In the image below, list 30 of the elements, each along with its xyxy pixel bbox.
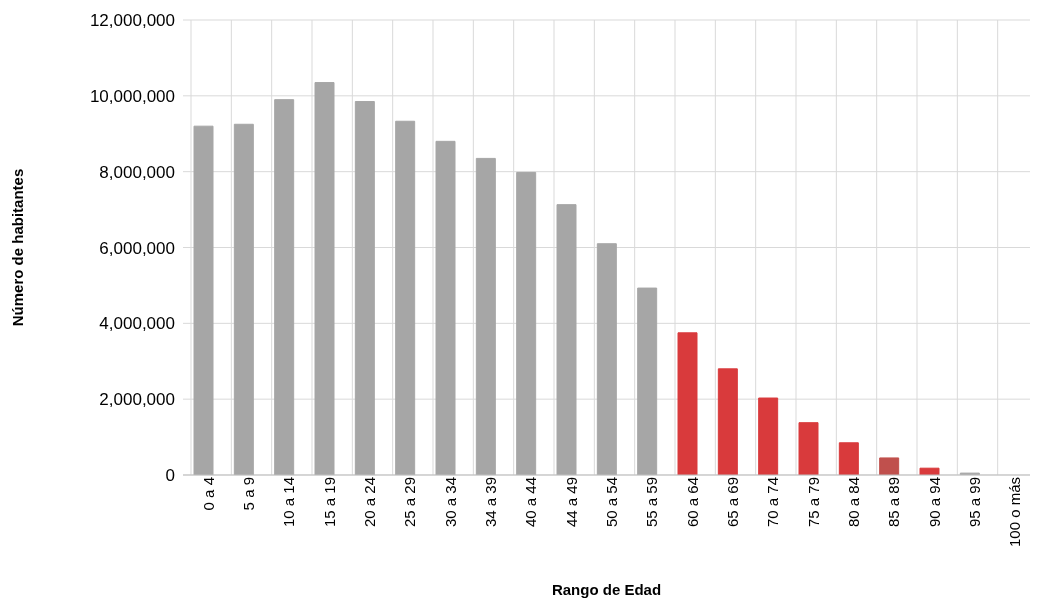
x-tick-label: 25 a 29 [401,477,419,528]
x-tick-label: 95 a 99 [966,477,984,528]
y-tick-label: 6,000,000 [99,238,175,258]
x-tick-label: 30 a 34 [441,477,459,528]
y-tick-label: 12,000,000 [89,11,175,31]
x-axis-title: Rango de Edad [551,581,662,598]
x-tick-label: 5 a 9 [240,477,258,511]
x-tick-label: 100 o más [1006,477,1024,548]
y-tick-label: 8,000,000 [99,162,175,182]
x-tick-label: 44 a 49 [562,477,580,528]
y-axis-title: Número de habitantes [9,168,27,327]
x-tick-label: 0 a 4 [199,477,217,511]
x-tick-label: 15 a 19 [320,477,338,528]
x-tick-label: 55 a 59 [643,477,661,528]
x-tick-label: 70 a 74 [764,477,782,528]
x-tick-label: 90 a 94 [925,477,943,528]
x-tick-label: 50 a 54 [603,477,621,528]
x-tick-label: 85 a 89 [885,477,903,528]
x-tick-label: 65 a 69 [724,477,742,528]
y-tick-label: 0 [165,466,175,486]
y-tick-label: 2,000,000 [99,390,175,410]
x-tick-label: 80 a 84 [845,477,863,528]
x-tick-label: 40 a 44 [522,477,540,528]
y-tick-label: 4,000,000 [99,314,175,334]
x-tick-label: 20 a 24 [361,477,379,528]
x-tick-label: 75 a 79 [804,477,822,528]
x-tick-label: 60 a 64 [683,477,701,528]
y-tick-label: 10,000,000 [89,86,175,106]
x-tick-label: 10 a 14 [280,477,298,528]
x-tick-label: 34 a 39 [482,477,500,528]
